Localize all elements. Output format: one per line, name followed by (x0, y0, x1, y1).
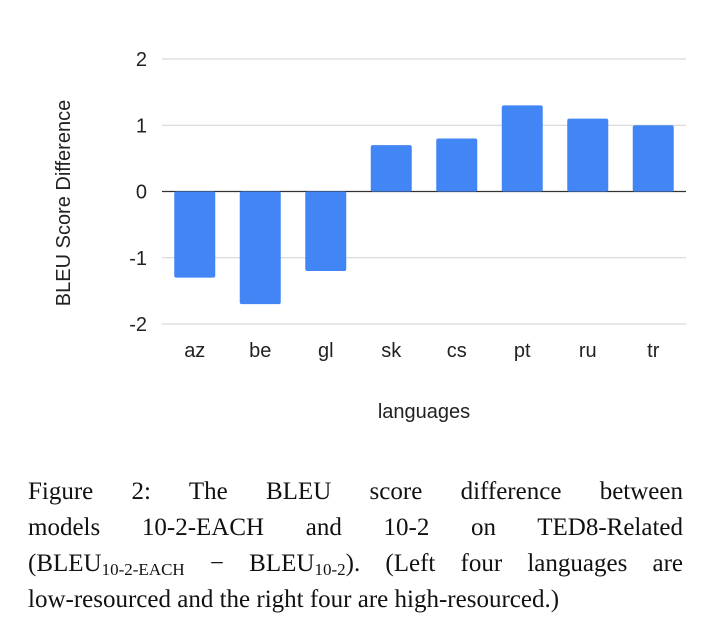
bleu-difference-chart: 2 1 0 -1 -2 az be gl sk cs pt ru tr BLEU Score Diff… (53, 49, 686, 423)
y-tick-label: -1 (129, 248, 147, 270)
x-tick-label: pt (514, 340, 531, 362)
caption-subscript-2: 10-2 (314, 560, 346, 579)
bar-sk (370, 145, 412, 192)
bar-gl (305, 191, 347, 271)
y-tick-label: 2 (136, 49, 147, 71)
bar-az (174, 191, 216, 278)
x-tick-label: az (184, 340, 205, 362)
bars (174, 105, 674, 305)
x-tick-label: gl (318, 340, 334, 362)
bar-cs (436, 138, 478, 192)
x-tick-label: cs (447, 340, 467, 362)
caption-line-3: (BLEU10-2-EACH − BLEU10-2). (Left four l… (28, 546, 683, 582)
bar-tr (632, 125, 674, 192)
figure-caption: Figure 2: The BLEU score difference betw… (28, 474, 683, 618)
bar-pt (501, 105, 543, 192)
caption-bleu-prefix: (BLEU (28, 550, 102, 577)
caption-line-3-rest: ). (Left four languages are (345, 550, 684, 577)
y-tick-labels: 2 1 0 -1 -2 (129, 49, 147, 336)
x-tick-label: sk (381, 340, 402, 362)
bar-ru (567, 118, 609, 192)
caption-line-4: low-resourced and the right four are hig… (28, 586, 560, 613)
caption-minus-bleu: − BLEU (184, 550, 315, 577)
chart-svg: 2 1 0 -1 -2 az be gl sk cs pt ru tr BLEU Score Diff… (53, 49, 686, 423)
bar-be (239, 191, 281, 305)
x-axis-title: languages (378, 401, 470, 423)
caption-line-1: Figure 2: The BLEU score difference betw… (28, 478, 683, 505)
x-tick-label: be (249, 340, 271, 362)
x-tick-labels: az be gl sk cs pt ru tr (184, 340, 660, 362)
caption-line-2: models 10-2-EACH and 10-2 on TED8-Relate… (28, 514, 683, 541)
y-tick-label: 0 (136, 182, 147, 204)
x-tick-label: ru (579, 340, 597, 362)
caption-subscript-1: 10-2-EACH (101, 560, 185, 579)
y-tick-label: 1 (136, 115, 147, 137)
y-tick-label: -2 (129, 314, 147, 336)
x-tick-label: tr (647, 340, 660, 362)
y-axis-title: BLEU Score Difference (53, 100, 75, 306)
